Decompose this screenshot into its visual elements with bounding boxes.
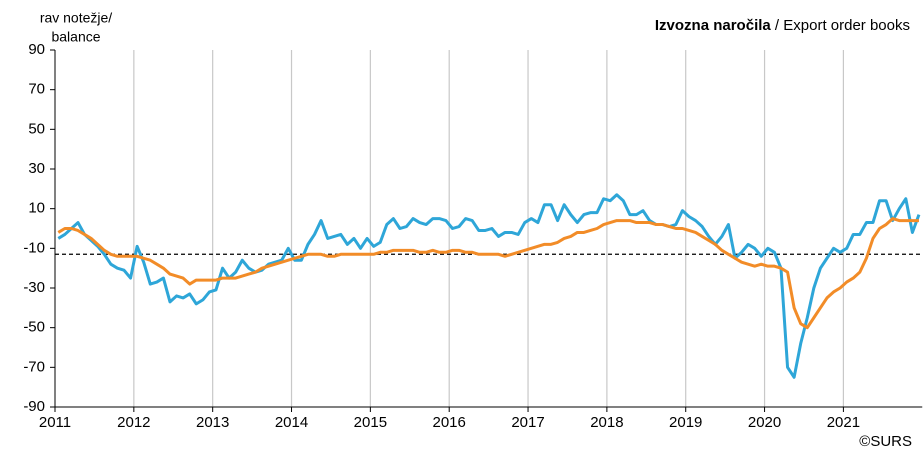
y-axis-label: rav notežje/ (40, 10, 112, 26)
y-tick-label: -50 (23, 319, 45, 336)
x-tick-label: 2021 (827, 414, 860, 431)
chart-title-group: Izvozna naročila / Export order books (655, 17, 910, 34)
y-tick-label: 50 (28, 120, 45, 137)
x-tick-label: 2012 (117, 414, 150, 431)
y-tick-label: 10 (28, 200, 45, 217)
x-tick-label: 2015 (354, 414, 387, 431)
line-series (57, 217, 919, 330)
chart-subtitle: / Export order books (775, 17, 910, 34)
x-tick-label: 2018 (590, 414, 623, 431)
x-tick-label: 2020 (748, 414, 781, 431)
x-tick-label: 2014 (275, 414, 308, 431)
y-tick-label: -30 (23, 279, 45, 296)
y-tick-label: 70 (28, 81, 45, 98)
x-tick-label: 2011 (39, 414, 71, 431)
y-tick-label: -10 (23, 239, 45, 256)
y-tick-label: 90 (28, 41, 45, 58)
x-tick-label: 2019 (669, 414, 702, 431)
y-axis-label: balance (51, 29, 100, 45)
x-tick-label: 2013 (196, 414, 229, 431)
y-tick-label: -70 (23, 358, 45, 375)
y-tick-label: -90 (23, 398, 45, 415)
x-tick-label: 2016 (433, 414, 466, 431)
source: ©SURS (859, 433, 912, 450)
line-series (57, 193, 921, 379)
chart-title: Izvozna naročila (655, 17, 772, 34)
x-tick-label: 2017 (511, 414, 544, 431)
y-tick-label: 30 (28, 160, 45, 177)
